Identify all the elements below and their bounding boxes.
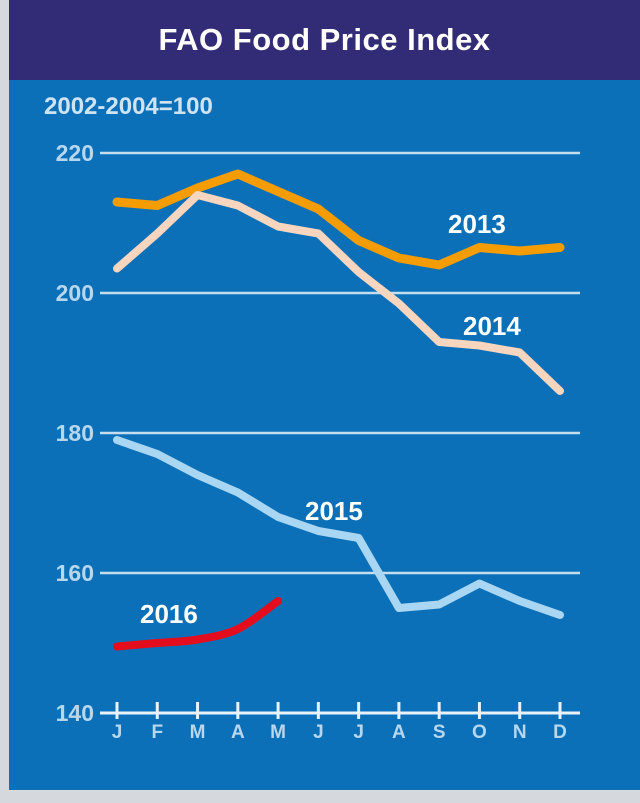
series-line-2015 xyxy=(113,436,564,619)
x-axis-tick-label: N xyxy=(512,722,527,743)
x-axis-tick-label: M xyxy=(270,722,286,743)
x-axis-tick-label: J xyxy=(313,722,324,743)
x-axis-tick-label: M xyxy=(189,722,206,743)
plot-area-background xyxy=(9,80,640,790)
y-axis-tick-label: 160 xyxy=(55,560,94,586)
x-axis-tick-label: S xyxy=(432,722,446,743)
series-line-2014 xyxy=(113,191,564,395)
series-line-2013 xyxy=(112,169,565,270)
series-line-2016 xyxy=(113,597,283,651)
y-axis-tick-label: 140 xyxy=(55,700,94,726)
x-axis-tick-label: J xyxy=(111,722,123,743)
series-label-2016: 2016 xyxy=(140,599,198,629)
y-axis-tick-label: 220 xyxy=(55,140,94,166)
title-bar: FAO Food Price Index xyxy=(9,0,640,80)
x-axis-tick-label: J xyxy=(353,722,364,743)
series-label-2015: 2015 xyxy=(305,496,363,526)
series-label-2013: 2013 xyxy=(448,209,506,239)
y-axis-tick-label: 200 xyxy=(55,280,94,306)
x-axis-tick-label: F xyxy=(151,722,164,743)
chart-title: FAO Food Price Index xyxy=(158,22,491,57)
x-axis-tick-label: A xyxy=(230,722,245,743)
index-base-note: 2002-2004=100 xyxy=(44,93,213,120)
x-axis-tick-label: O xyxy=(472,722,487,743)
x-axis-tick-label: A xyxy=(392,722,406,743)
x-axis-tick-label: D xyxy=(553,722,567,743)
series-label-2014: 2014 xyxy=(463,311,521,341)
y-axis-tick-label: 180 xyxy=(55,420,94,446)
